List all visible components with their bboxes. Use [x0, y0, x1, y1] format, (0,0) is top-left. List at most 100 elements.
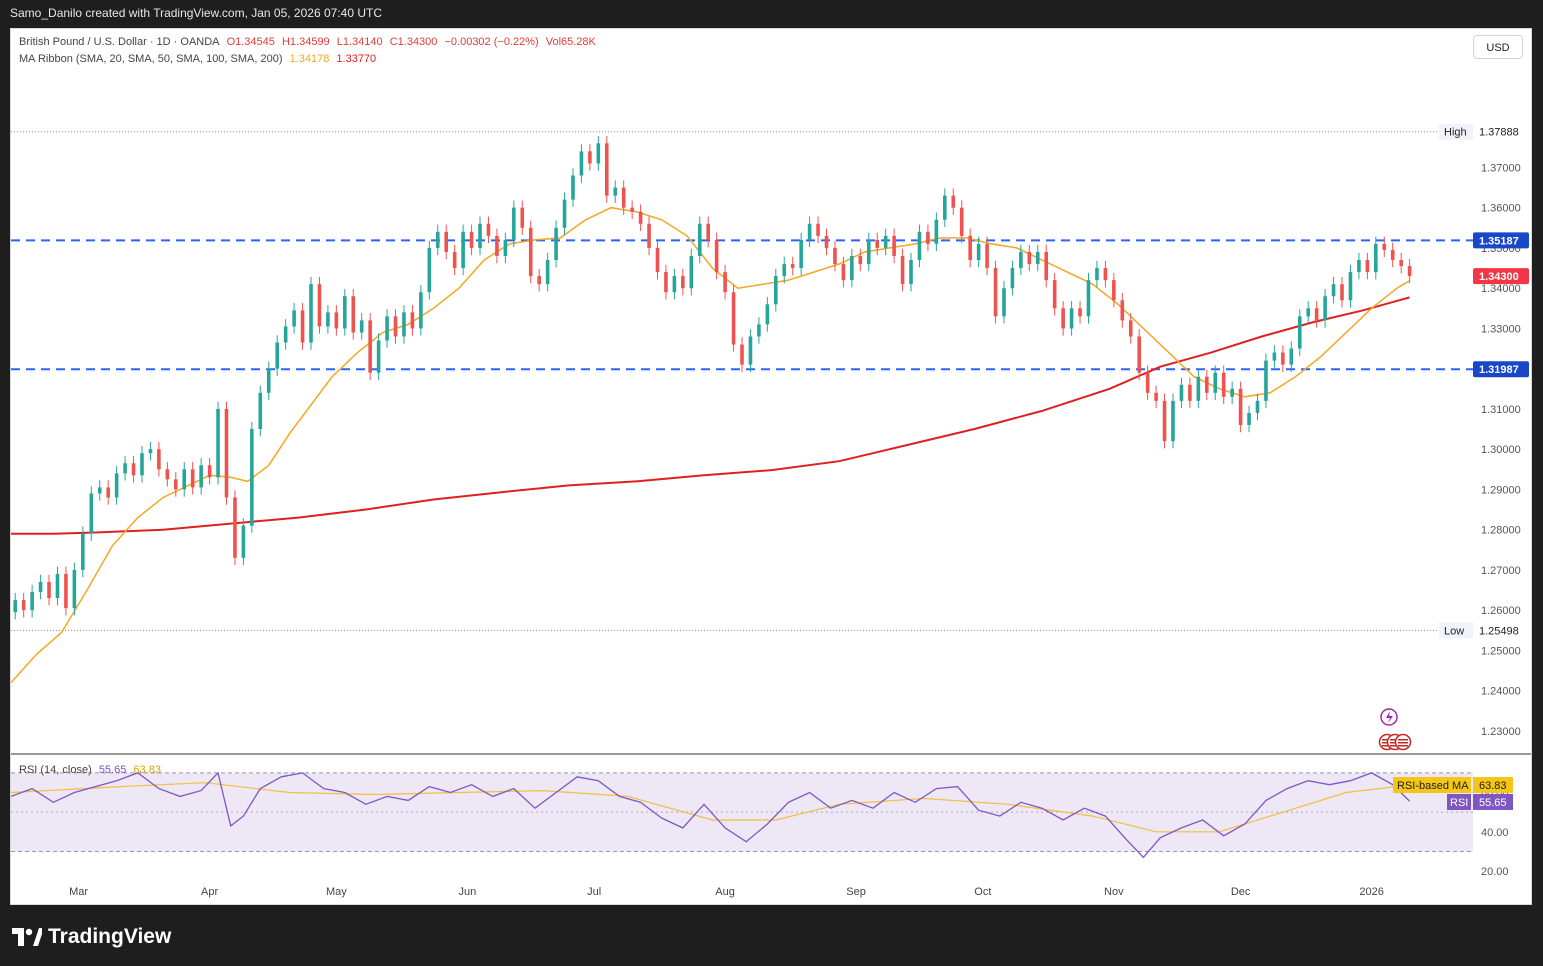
candle-body: [199, 465, 203, 488]
candle-body: [1289, 348, 1294, 365]
candle-body: [1027, 251, 1032, 265]
candle-body: [461, 231, 465, 269]
candle-body: [774, 276, 778, 305]
currency-button[interactable]: USD: [1473, 35, 1523, 59]
price-tick-label: 1.25000: [1481, 645, 1521, 657]
tradingview-logo-icon: [12, 928, 42, 946]
month-tick-label: 2026: [1359, 886, 1383, 898]
candle-body: [503, 239, 508, 256]
candle-body: [1255, 400, 1260, 413]
us-flag-event-icon: [1394, 733, 1412, 751]
candle-body: [64, 573, 68, 609]
candle-body: [410, 312, 415, 329]
month-tick-label: Jun: [458, 886, 476, 898]
rsi-tick-label: 20.00: [1481, 866, 1509, 878]
candle-body: [1052, 280, 1057, 309]
candle-body: [866, 239, 871, 265]
rsi-label: RSI (14, close): [19, 764, 92, 776]
candle-body: [444, 231, 449, 252]
rsi-value-bg: [1473, 793, 1513, 810]
candle-body: [748, 336, 753, 365]
tradingview-logo[interactable]: TradingView: [12, 922, 171, 952]
rsi-ma-value-bg: [1473, 776, 1513, 793]
candle-body: [571, 175, 575, 200]
ohlc-close: C1.34300: [389, 36, 438, 48]
extreme-value-label: 1.25498: [1479, 625, 1519, 637]
candle-body: [1171, 400, 1175, 442]
ohlc-change: −0.00302 (−0.22%): [444, 36, 539, 48]
candle-body: [207, 465, 212, 478]
candle-body: [537, 276, 541, 285]
candle-body: [968, 235, 972, 261]
candle-body: [21, 600, 26, 611]
candle-body: [486, 223, 491, 236]
month-tick-label: Oct: [974, 886, 991, 898]
candle-body: [1061, 308, 1065, 329]
candle-body: [528, 227, 533, 277]
candle-body: [258, 392, 263, 430]
candle-body: [190, 469, 195, 488]
candle-body: [97, 487, 102, 494]
candle-body: [951, 195, 956, 208]
candle-body: [385, 316, 389, 341]
candle-body: [114, 473, 119, 498]
candle-body: [681, 276, 685, 289]
candle-body: [89, 493, 94, 534]
candle-body: [765, 304, 770, 325]
candle-body: [1154, 392, 1158, 401]
candle-body: [807, 223, 812, 240]
candle-body: [1044, 251, 1049, 281]
candle-body: [512, 207, 516, 240]
candle-body: [478, 223, 482, 248]
chart-panel[interactable]: 1.370001.360001.350001.340001.330001.320…: [10, 28, 1532, 905]
symbol-label: British Pound / U.S. Dollar · 1D · OANDA: [19, 36, 220, 48]
candle-body: [985, 243, 989, 269]
candle-body: [1086, 280, 1091, 317]
price-tick-label: 1.34000: [1481, 283, 1521, 295]
candle-body: [131, 463, 136, 476]
rsi-ma-legend-value: 63.83: [133, 764, 161, 776]
candle-body: [452, 251, 457, 269]
candle-body: [148, 449, 153, 454]
month-tick-label: Apr: [201, 886, 218, 898]
candle-body: [72, 569, 77, 609]
price-tick-label: 1.31000: [1481, 404, 1521, 416]
price-tick-label: 1.24000: [1481, 686, 1521, 698]
candle-body: [1382, 243, 1387, 250]
candle-body: [106, 487, 110, 498]
candle-body: [435, 231, 440, 248]
candle-body: [697, 223, 702, 256]
volume-value: Vol65.28K: [545, 36, 596, 48]
candle-body: [790, 264, 795, 269]
rsi-legend-value: 55.65: [98, 764, 127, 776]
lightning-event-icon: [1380, 708, 1398, 726]
candle-body: [300, 310, 305, 343]
level-label-bg: [1473, 232, 1529, 249]
candle-body: [1340, 284, 1344, 301]
candle-body: [833, 247, 837, 265]
ma-value-1: 1.34178: [289, 53, 330, 65]
candle-body: [495, 235, 499, 256]
candle-body: [241, 525, 246, 558]
candle-body: [630, 207, 634, 212]
candle-body: [723, 272, 727, 293]
sma-20-line: [11, 206, 1410, 684]
candle-body: [393, 316, 398, 337]
level-value-label: 1.35187: [1479, 235, 1519, 247]
candle-body: [1204, 376, 1209, 393]
rsi-legend: RSI (14, close) 55.65 63.83: [19, 764, 165, 776]
candle-body: [1112, 280, 1116, 301]
candle-body: [588, 151, 592, 164]
candle-body: [757, 324, 761, 337]
candle-body: [875, 239, 880, 248]
price-chart[interactable]: 1.370001.360001.350001.340001.330001.320…: [11, 29, 1531, 904]
candle-body: [1035, 251, 1040, 265]
candle-body: [47, 581, 51, 599]
rsi-ma-line: [11, 782, 1410, 833]
candle-body: [1390, 249, 1395, 261]
candle-body: [613, 187, 618, 196]
rsi-ma-value-label: 63.83: [1479, 780, 1507, 792]
candle-body: [1137, 336, 1141, 373]
candle-body: [1010, 268, 1015, 289]
month-tick-label: Sep: [846, 886, 866, 898]
